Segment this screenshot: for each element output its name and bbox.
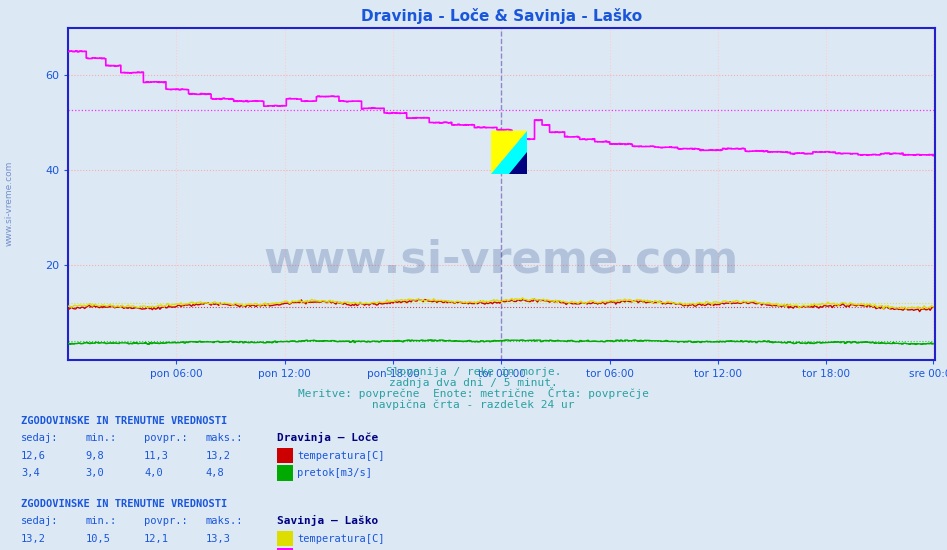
Text: 13,2: 13,2: [21, 534, 45, 544]
Text: www.si-vreme.com: www.si-vreme.com: [5, 161, 14, 246]
Text: 9,8: 9,8: [85, 450, 104, 461]
Text: navpična črta - razdelek 24 ur: navpična črta - razdelek 24 ur: [372, 400, 575, 410]
Text: www.si-vreme.com: www.si-vreme.com: [264, 239, 739, 282]
Text: povpr.:: povpr.:: [144, 433, 188, 443]
Text: 10,5: 10,5: [85, 534, 110, 544]
Text: temperatura[C]: temperatura[C]: [297, 534, 384, 544]
Text: maks.:: maks.:: [205, 433, 243, 443]
Text: sedaj:: sedaj:: [21, 433, 59, 443]
Text: 11,3: 11,3: [144, 450, 169, 461]
Text: Dravinja – Loče: Dravinja – Loče: [277, 432, 378, 443]
Polygon shape: [491, 131, 527, 174]
Text: ZGODOVINSKE IN TRENUTNE VREDNOSTI: ZGODOVINSKE IN TRENUTNE VREDNOSTI: [21, 415, 227, 426]
Text: ZGODOVINSKE IN TRENUTNE VREDNOSTI: ZGODOVINSKE IN TRENUTNE VREDNOSTI: [21, 498, 227, 509]
Text: pretok[m3/s]: pretok[m3/s]: [297, 468, 372, 478]
Text: min.:: min.:: [85, 433, 116, 443]
Text: 13,3: 13,3: [205, 534, 230, 544]
Text: temperatura[C]: temperatura[C]: [297, 450, 384, 461]
Text: 4,8: 4,8: [205, 468, 224, 478]
Text: zadnja dva dni / 5 minut.: zadnja dva dni / 5 minut.: [389, 378, 558, 388]
Text: 13,2: 13,2: [205, 450, 230, 461]
Text: maks.:: maks.:: [205, 516, 243, 526]
Text: 12,1: 12,1: [144, 534, 169, 544]
Text: Savinja – Laško: Savinja – Laško: [277, 515, 378, 526]
Text: povpr.:: povpr.:: [144, 516, 188, 526]
Text: sedaj:: sedaj:: [21, 516, 59, 526]
Text: Meritve: povprečne  Enote: metrične  Črta: povprečje: Meritve: povprečne Enote: metrične Črta:…: [298, 387, 649, 399]
Text: 4,0: 4,0: [144, 468, 163, 478]
Polygon shape: [491, 131, 527, 174]
Text: 3,4: 3,4: [21, 468, 40, 478]
Text: 12,6: 12,6: [21, 450, 45, 461]
Title: Dravinja - Loče & Savinja - Laško: Dravinja - Loče & Savinja - Laško: [361, 8, 642, 24]
Text: Slovenija / reke in morje.: Slovenija / reke in morje.: [385, 367, 562, 377]
Polygon shape: [509, 152, 527, 174]
Text: min.:: min.:: [85, 516, 116, 526]
Text: 3,0: 3,0: [85, 468, 104, 478]
